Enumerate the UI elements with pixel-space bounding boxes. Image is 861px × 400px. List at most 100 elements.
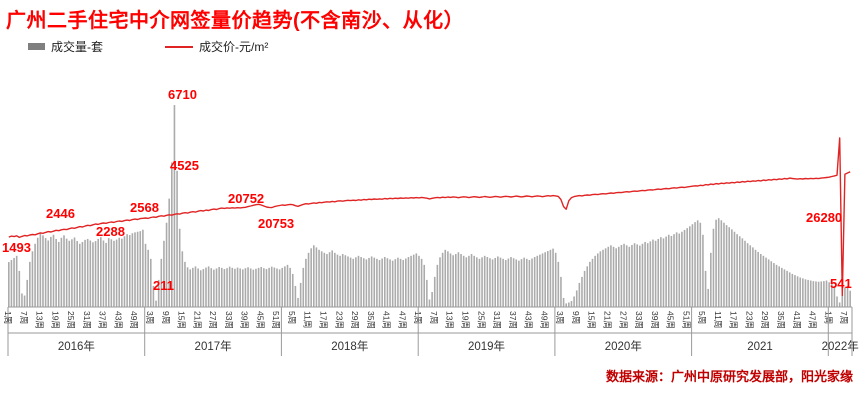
x-tick-label: 43周 xyxy=(524,311,534,329)
volume-bar xyxy=(462,255,465,307)
volume-bar xyxy=(360,257,362,307)
volume-bar xyxy=(830,284,833,307)
x-tick-label: 19周 xyxy=(50,311,60,329)
volume-bar xyxy=(268,267,270,307)
volume-bar xyxy=(102,240,105,307)
volume-bar xyxy=(799,277,802,307)
x-tick-label: 25周 xyxy=(476,311,486,329)
volume-bar xyxy=(752,247,754,307)
year-label: 2018年 xyxy=(331,339,368,353)
volume-bar xyxy=(273,267,276,307)
volume-bar xyxy=(205,267,207,307)
volume-bar xyxy=(783,269,786,308)
volume-bar xyxy=(823,281,825,307)
volume-bar xyxy=(594,255,596,307)
volume-bar xyxy=(554,252,557,307)
volume-bar xyxy=(528,260,531,307)
volume-bar xyxy=(257,267,260,307)
source-note: 数据来源：广州中原研究发展部，阳光家缘 xyxy=(605,369,853,384)
volume-bar xyxy=(715,219,717,307)
volume-bar xyxy=(541,253,544,307)
volume-bar xyxy=(794,275,796,307)
volume-bar xyxy=(149,258,152,307)
volume-bar xyxy=(307,252,310,307)
volume-bar xyxy=(89,240,92,307)
volume-bar xyxy=(470,254,473,307)
volume-bar xyxy=(76,241,78,307)
x-tick-label: 29周 xyxy=(350,311,360,329)
volume-bar xyxy=(575,290,578,307)
volume-bar xyxy=(131,233,134,307)
volume-bar xyxy=(625,245,628,307)
chart-title: 广州二手住宅中介网签量价趋势(不含南沙、从化） xyxy=(6,10,465,32)
volume-bar xyxy=(525,258,528,307)
volume-bar xyxy=(184,261,186,307)
data-label: 26280 xyxy=(806,210,842,225)
volume-bar xyxy=(733,231,736,307)
x-tick-label: 31周 xyxy=(492,311,502,329)
volume-bar xyxy=(418,255,420,307)
volume-bar xyxy=(52,234,55,307)
volume-bar xyxy=(313,245,315,307)
x-tick-label: 25周 xyxy=(66,311,76,329)
volume-bar xyxy=(155,300,157,307)
x-tick-label: 7周 xyxy=(839,311,849,324)
volume-bar xyxy=(512,258,515,307)
volume-bar xyxy=(591,258,594,307)
volume-bar xyxy=(252,269,255,307)
x-tick-label: 33周 xyxy=(224,311,234,329)
volume-bar xyxy=(26,279,28,307)
volume-bar xyxy=(825,280,828,307)
volume-bar xyxy=(357,255,360,307)
x-tick-label: 45周 xyxy=(666,311,676,329)
x-tick-label: 47周 xyxy=(397,311,407,329)
volume-bar xyxy=(281,267,284,307)
volume-bar xyxy=(412,254,415,307)
x-tick-label: 3周 xyxy=(555,311,565,324)
volume-bar xyxy=(323,252,326,307)
volume-bar xyxy=(286,264,289,307)
x-tick-label: 17周 xyxy=(319,311,329,329)
volume-bar xyxy=(210,268,213,307)
volume-bar xyxy=(192,267,194,307)
volume-bar xyxy=(809,280,812,307)
x-tick-label: 13周 xyxy=(445,311,455,329)
volume-bar xyxy=(123,236,126,307)
x-tick-label: 17周 xyxy=(729,311,739,329)
volume-bar xyxy=(639,245,641,307)
x-tick-label: 39周 xyxy=(240,311,250,329)
x-tick-label: 41周 xyxy=(792,311,802,329)
volume-bar xyxy=(491,259,494,307)
volume-bar xyxy=(778,266,780,307)
volume-bar xyxy=(757,251,759,307)
volume-bar xyxy=(218,266,220,307)
volume-bar xyxy=(397,257,399,307)
volume-bar xyxy=(536,255,539,307)
volume-bar xyxy=(720,220,723,307)
volume-bar xyxy=(399,258,402,307)
volume-bar xyxy=(481,257,483,307)
x-tick-label: 9周 xyxy=(571,311,581,324)
volume-bar xyxy=(431,291,433,307)
volume-bar xyxy=(681,231,683,307)
volume-bar xyxy=(202,269,205,307)
volume-bar xyxy=(263,268,265,307)
volume-bar xyxy=(641,243,644,307)
volume-bar xyxy=(57,241,60,307)
volume-bar xyxy=(707,288,709,307)
volume-bar xyxy=(791,273,794,307)
volume-bar xyxy=(370,256,373,307)
legend-volume-label: 成交量-套 xyxy=(51,40,103,54)
year-label: 2016年 xyxy=(58,339,95,353)
volume-bar xyxy=(728,227,731,307)
volume-bar xyxy=(255,268,257,307)
volume-bar xyxy=(486,257,489,307)
volume-bar xyxy=(547,251,549,307)
x-tick-label: 11周 xyxy=(713,311,723,328)
volume-bar xyxy=(573,296,575,307)
volume-bar xyxy=(18,270,21,307)
volume-bar xyxy=(21,293,23,307)
volume-bar xyxy=(833,285,836,307)
volume-bar xyxy=(378,260,381,307)
volume-bar xyxy=(173,105,176,307)
